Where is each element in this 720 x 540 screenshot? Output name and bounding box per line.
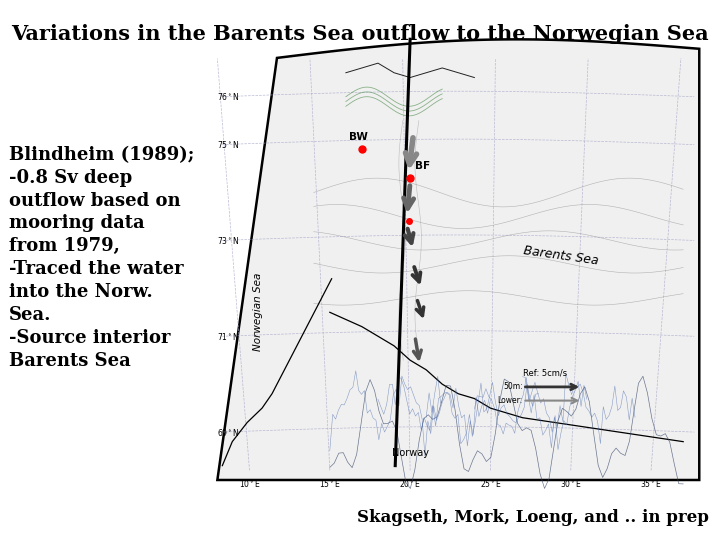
Text: Skagseth, Mork, Loeng, and .. in prep: Skagseth, Mork, Loeng, and .. in prep — [357, 510, 709, 526]
Text: Norway: Norway — [392, 448, 428, 458]
Text: 50m:: 50m: — [503, 382, 523, 392]
Text: 15$^\circ$E: 15$^\circ$E — [319, 478, 341, 489]
Text: 71$^\circ$N: 71$^\circ$N — [217, 331, 240, 342]
Text: Barents Sea: Barents Sea — [523, 244, 599, 267]
Text: 75$^\circ$N: 75$^\circ$N — [217, 139, 240, 150]
Text: 76$^\circ$N: 76$^\circ$N — [217, 91, 240, 102]
Text: 69$^\circ$N: 69$^\circ$N — [217, 427, 240, 437]
Text: 25$^\circ$E: 25$^\circ$E — [480, 478, 501, 489]
Text: Blindheim (1989);
-0.8 Sv deep
outflow based on
mooring data
from 1979,
-Traced : Blindheim (1989); -0.8 Sv deep outflow b… — [9, 146, 194, 370]
Text: BF: BF — [415, 160, 430, 171]
Text: 35$^\circ$E: 35$^\circ$E — [640, 478, 662, 489]
Text: 73$^\circ$N: 73$^\circ$N — [217, 235, 240, 246]
Text: 20$^\circ$E: 20$^\circ$E — [400, 478, 421, 489]
Text: 30$^\circ$E: 30$^\circ$E — [560, 478, 582, 489]
Text: Lower:: Lower: — [498, 396, 523, 405]
Text: 10$^\circ$E: 10$^\circ$E — [238, 478, 261, 489]
Text: Ref: 5cm/s: Ref: 5cm/s — [523, 368, 567, 377]
Text: Norwegian Sea: Norwegian Sea — [253, 273, 263, 352]
Text: Variations in the Barents Sea outflow to the Norwegian Sea: Variations in the Barents Sea outflow to… — [12, 24, 708, 44]
Polygon shape — [217, 39, 699, 480]
Text: BW: BW — [349, 132, 368, 142]
